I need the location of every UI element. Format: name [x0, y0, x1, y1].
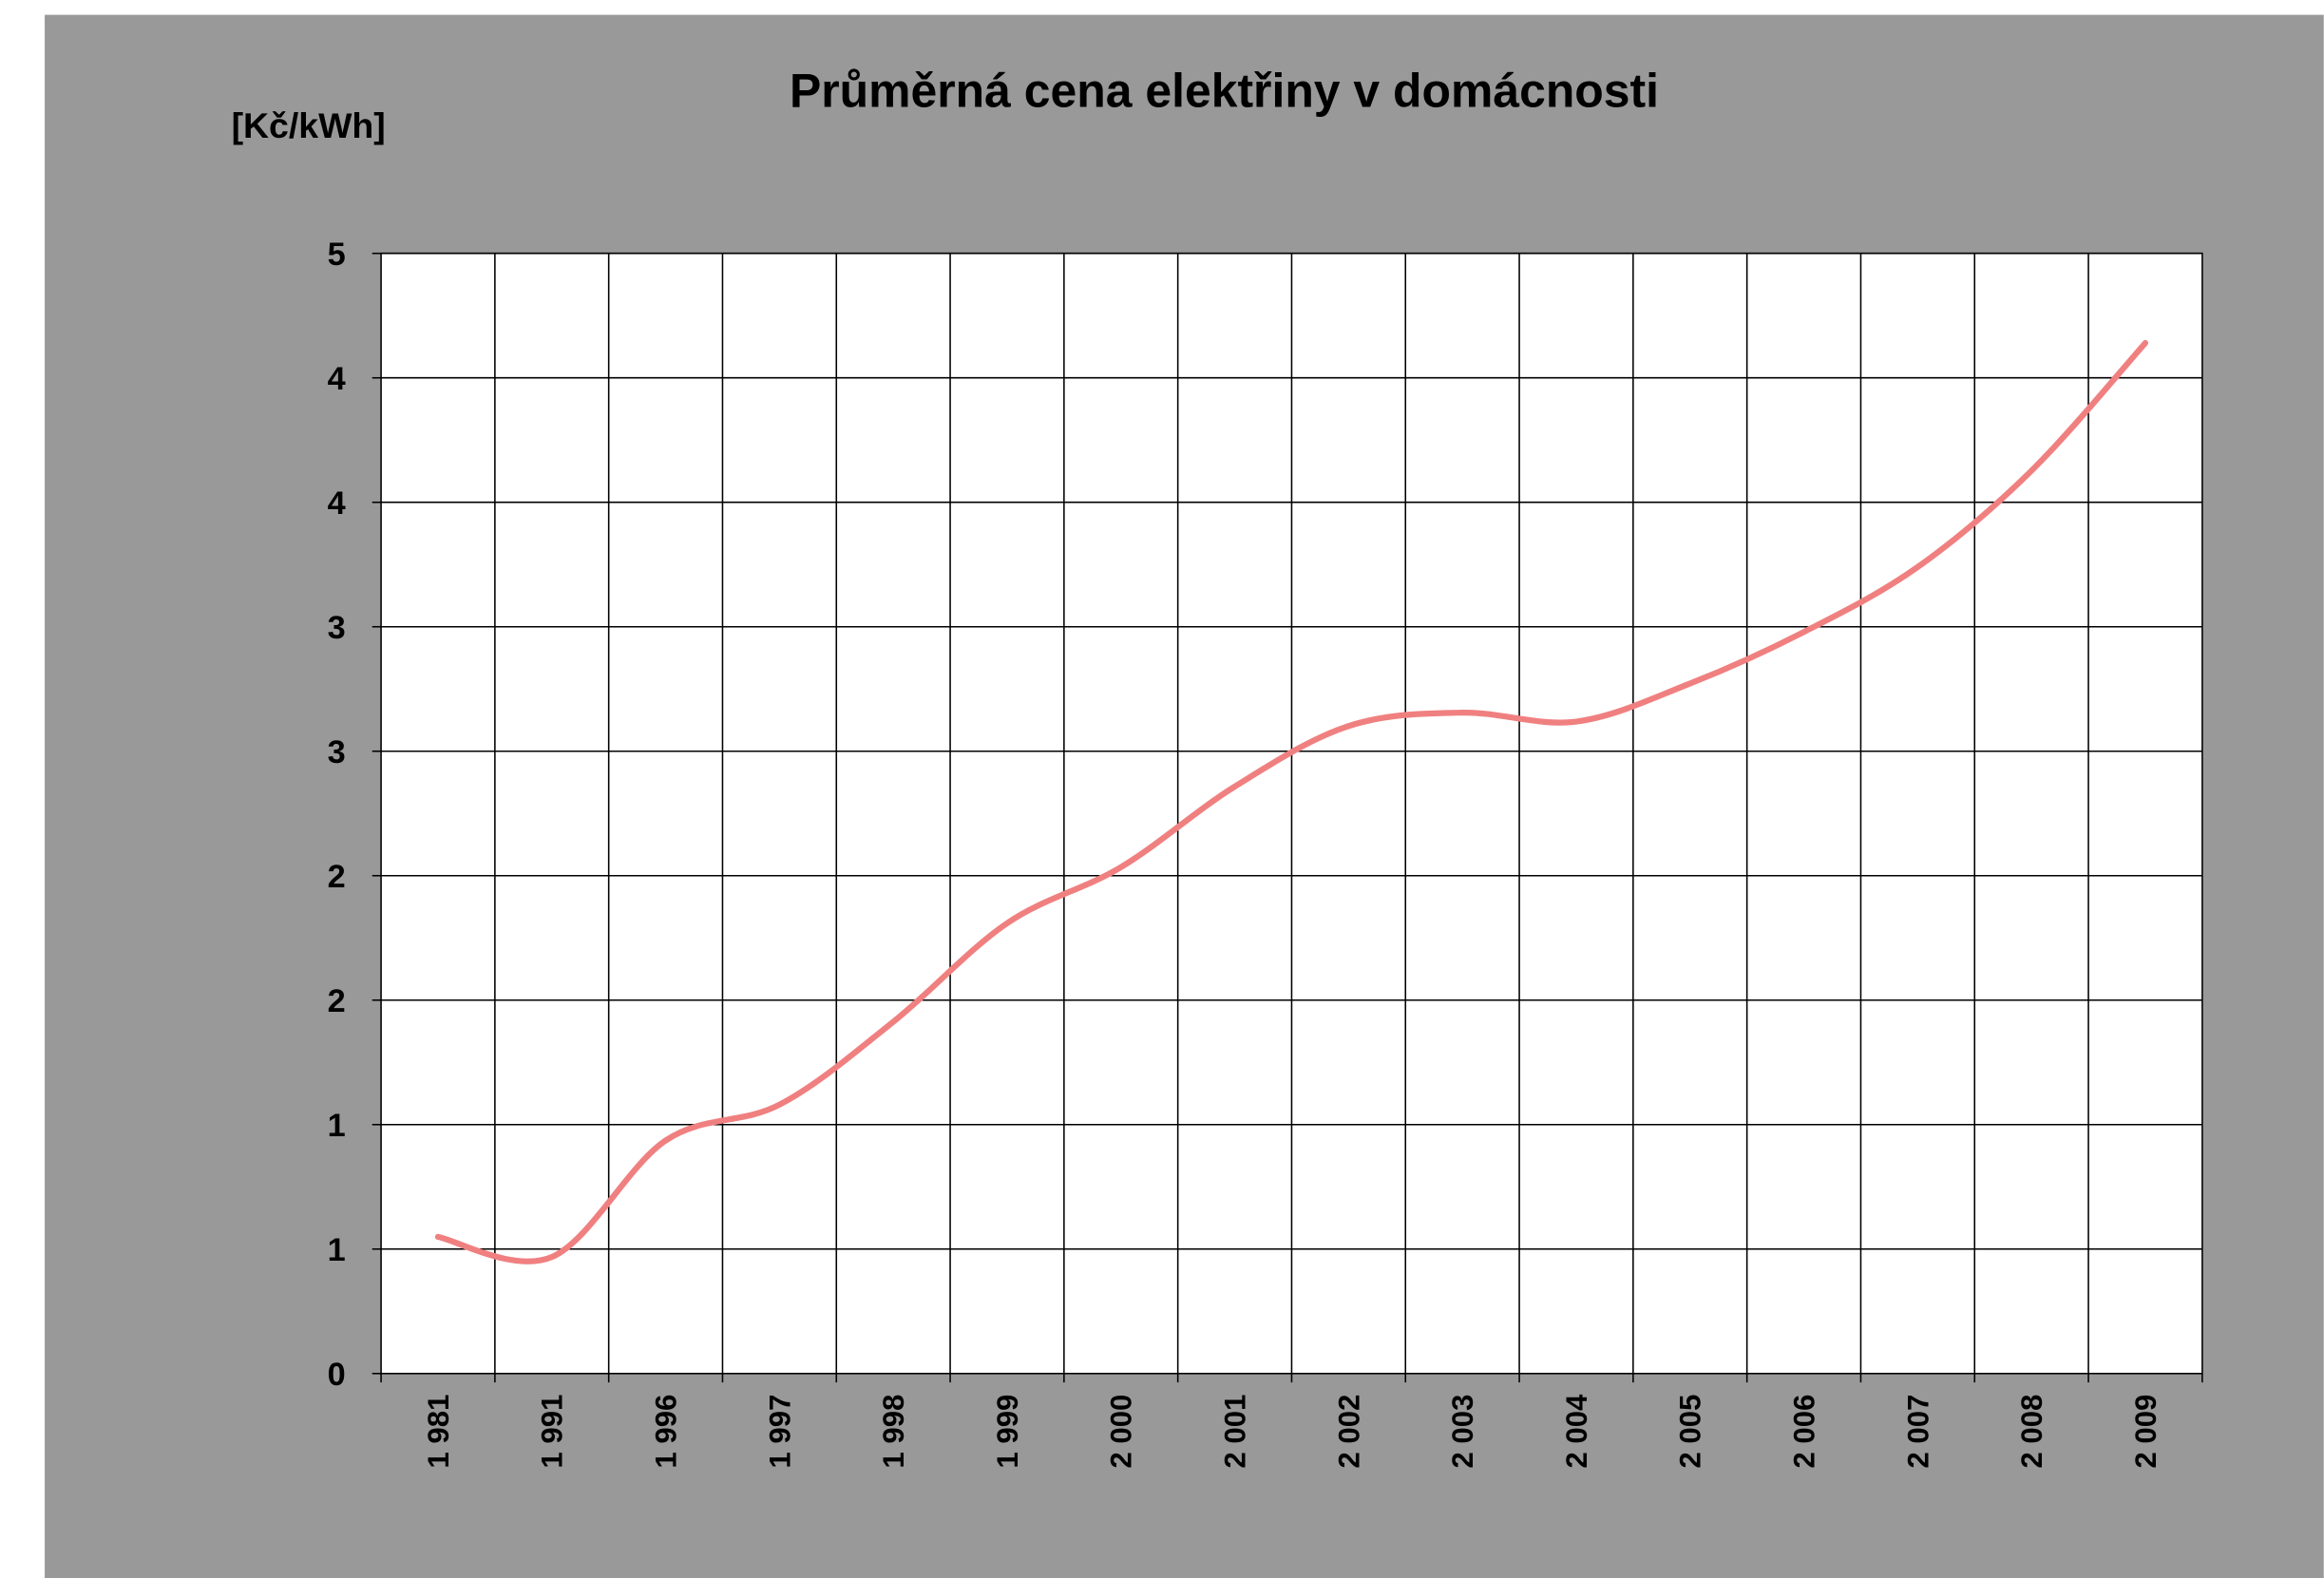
x-tick-label: 2 003 [1446, 1395, 1479, 1469]
x-tick-label: 1 997 [763, 1395, 796, 1469]
x-tick-label: 2 005 [1674, 1395, 1707, 1469]
x-tick-label: 2 004 [1560, 1394, 1593, 1469]
y-tick-label: 0 [328, 1357, 346, 1393]
y-axis-label: [Kč/kWh] [232, 105, 386, 145]
x-tick-label: 1 999 [991, 1395, 1024, 1469]
x-tick-label: 2 006 [1787, 1395, 1820, 1469]
y-tick-label: 4 [328, 361, 346, 397]
x-tick-label: 2 002 [1332, 1395, 1365, 1469]
y-tick-label: 2 [328, 983, 346, 1019]
x-tick-label: 2 008 [2015, 1395, 2048, 1469]
y-tick-label: 1 [328, 1108, 346, 1144]
y-tick-label: 5 [328, 237, 346, 273]
line-series [434, 339, 2149, 1264]
x-tick-label: 2 001 [1218, 1395, 1251, 1469]
x-tick-label: 2 007 [1901, 1395, 1934, 1469]
y-tick-label: 3 [328, 734, 346, 770]
y-tick-label: 2 [328, 859, 346, 895]
x-tick-label: 1 996 [649, 1395, 682, 1469]
x-tick-label: 1 998 [877, 1395, 910, 1469]
x-tick-label: 1 991 [536, 1395, 569, 1469]
y-tick-label: 3 [328, 610, 346, 646]
chart-title: Průměrná cena elektřiny v domácnosti [790, 64, 1659, 117]
y-tick-label: 1 [328, 1232, 346, 1268]
x-tick-label: 2 000 [1105, 1395, 1138, 1469]
y-tick-label: 4 [328, 485, 346, 522]
x-tick-label: 2 009 [2129, 1395, 2162, 1469]
x-tick-label: 1 981 [422, 1395, 455, 1469]
